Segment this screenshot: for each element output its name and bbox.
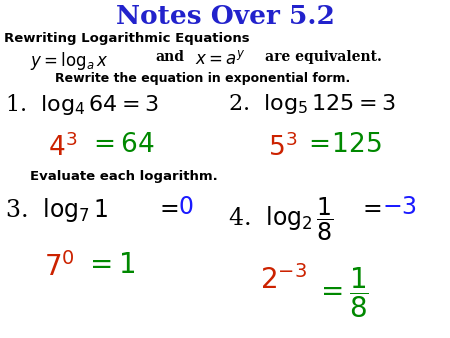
Text: Notes Over 5.2: Notes Over 5.2 [116, 4, 334, 29]
Text: and: and [155, 50, 184, 64]
Text: 2.  $\log_{5}125 = 3$: 2. $\log_{5}125 = 3$ [228, 92, 396, 116]
Text: Evaluate each logarithm.: Evaluate each logarithm. [30, 170, 218, 183]
Text: Rewrite the equation in exponential form.: Rewrite the equation in exponential form… [55, 72, 350, 85]
Text: 4.  $\log_{2}\dfrac{1}{8}$: 4. $\log_{2}\dfrac{1}{8}$ [228, 196, 334, 243]
Text: $= 1$: $= 1$ [84, 252, 135, 279]
Text: $=\dfrac{1}{8}$: $=\dfrac{1}{8}$ [315, 265, 369, 320]
Text: $x = a^{y}$: $x = a^{y}$ [195, 50, 246, 68]
Text: $5^{3}$: $5^{3}$ [268, 132, 297, 161]
Text: 3.  $\log_{7}1$: 3. $\log_{7}1$ [5, 196, 108, 224]
Text: $y = \log_{a}x$: $y = \log_{a}x$ [30, 50, 108, 72]
Text: 1.  $\log_{4}64 = 3$: 1. $\log_{4}64 = 3$ [5, 92, 158, 117]
Text: $7^{0}$: $7^{0}$ [44, 252, 75, 282]
Text: $=$: $=$ [155, 196, 179, 219]
Text: $\!=\!125$: $\!=\!125$ [308, 132, 382, 157]
Text: $2^{-3}$: $2^{-3}$ [260, 265, 307, 295]
Text: are equivalent.: are equivalent. [265, 50, 382, 64]
Text: $-3$: $-3$ [382, 196, 417, 219]
Text: $0$: $0$ [178, 196, 194, 219]
Text: $=$: $=$ [358, 196, 382, 219]
Text: $4^{3}$: $4^{3}$ [48, 132, 77, 161]
Text: $= 64$: $= 64$ [88, 132, 154, 157]
Text: Rewriting Logarithmic Equations: Rewriting Logarithmic Equations [4, 32, 250, 45]
